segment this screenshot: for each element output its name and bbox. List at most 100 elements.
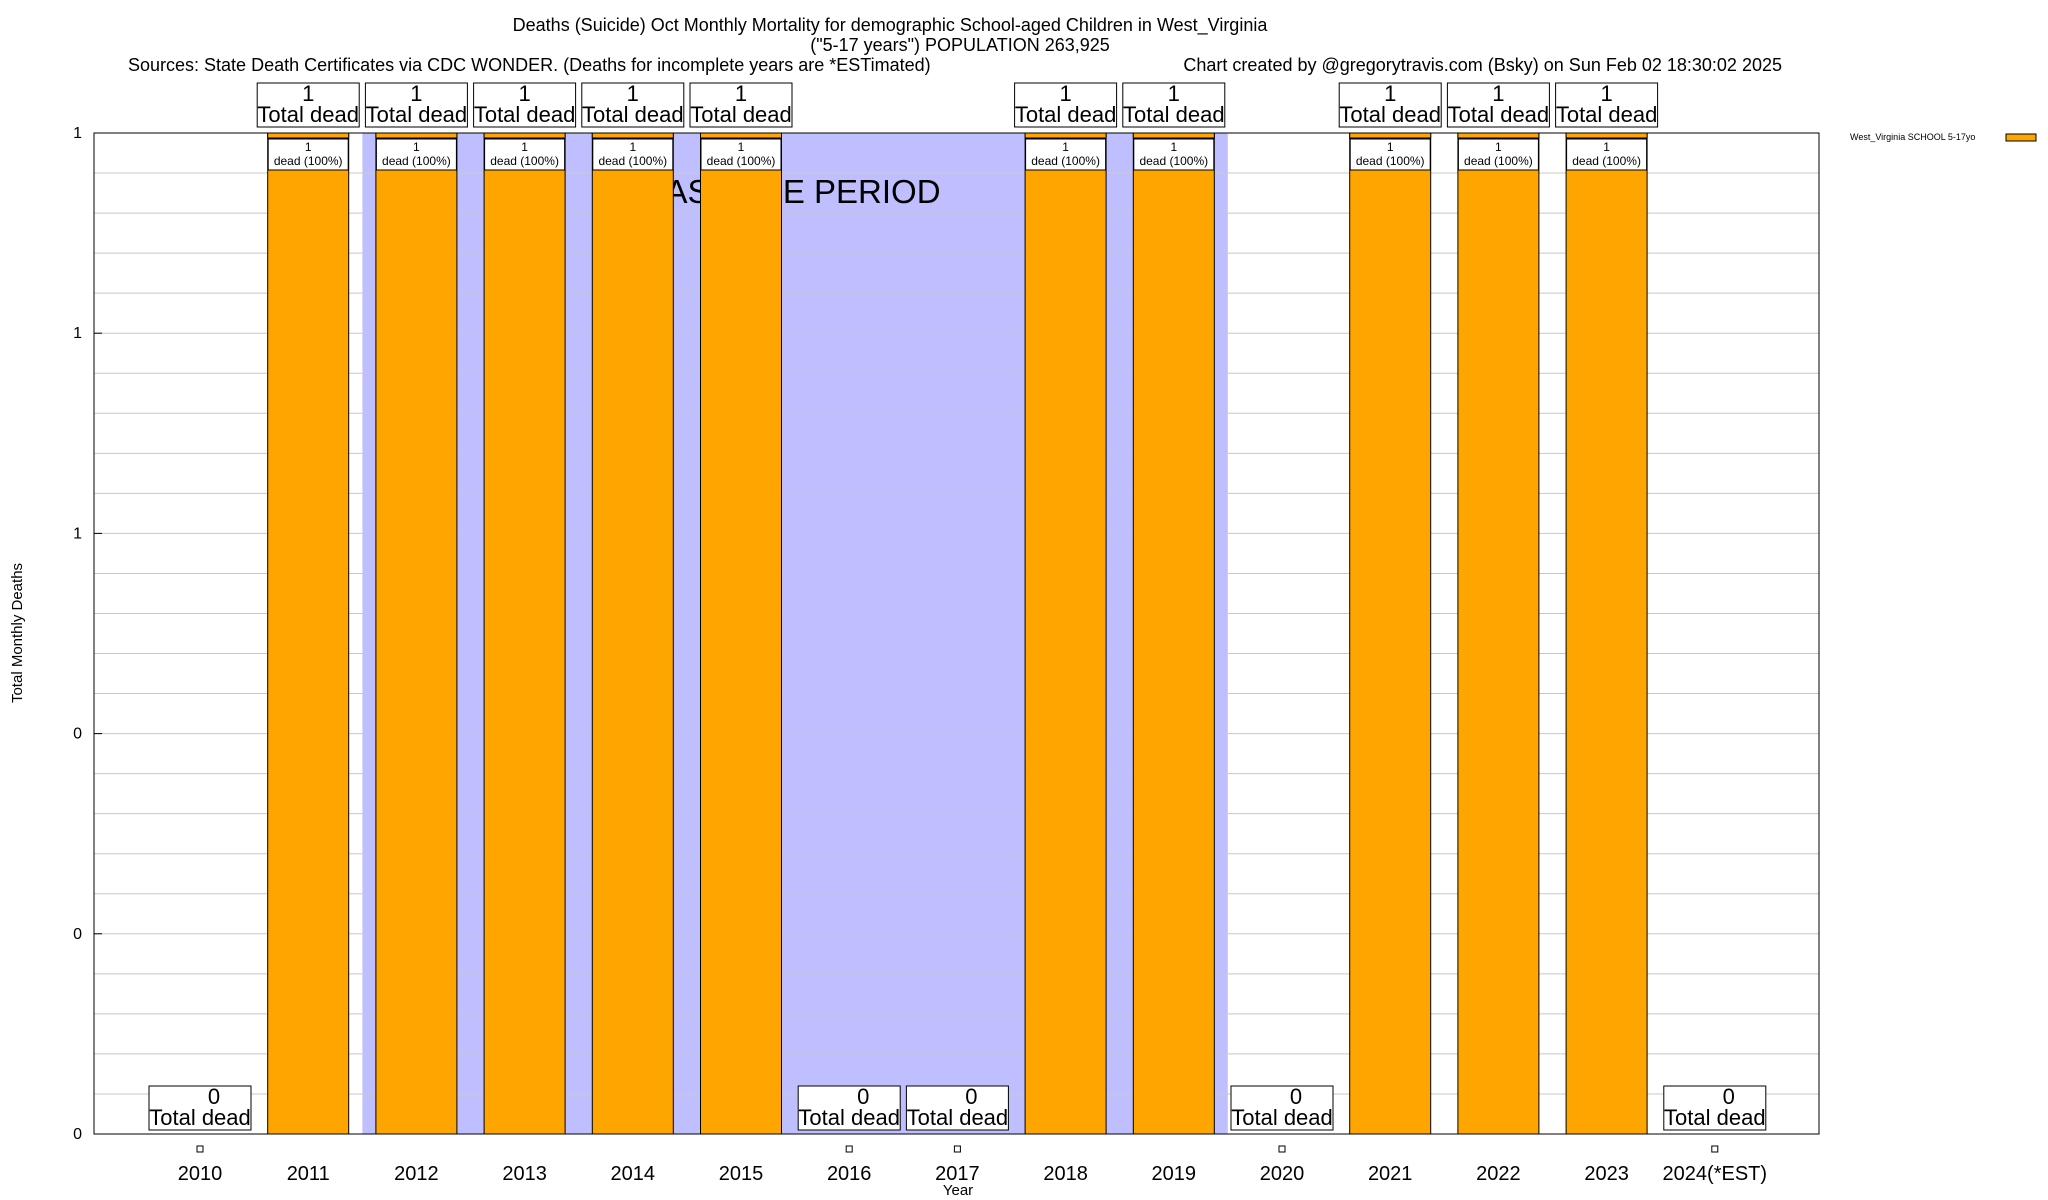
- total-label-box: [148, 1085, 252, 1131]
- segment-label-box: [1457, 138, 1539, 171]
- segment-label-text: dead (100%): [382, 154, 451, 168]
- bar-2018: [1024, 132, 1107, 1135]
- chart-title: Deaths (Suicide) Oct Monthly Mortality f…: [128, 15, 1782, 75]
- total-label-box: [364, 82, 468, 128]
- x-axis-title: Year: [943, 1182, 973, 1199]
- x-tick-label: 2015: [719, 1163, 764, 1185]
- total-label-text: Total dead: [1231, 1105, 1333, 1130]
- total-label-box: [797, 1085, 901, 1131]
- segment-label-box: [1349, 138, 1431, 171]
- total-label-value: 1: [1600, 81, 1612, 106]
- y-tick-label: 1: [73, 525, 82, 542]
- total-label-box: [1446, 82, 1550, 128]
- bar-cap: [1349, 132, 1432, 139]
- x-tick-label: 2018: [1043, 1163, 1088, 1185]
- total-label-box: [256, 82, 360, 128]
- bar-2014: [591, 132, 674, 1135]
- segment-label-box: [1133, 138, 1215, 171]
- total-label-value: 0: [208, 1084, 220, 1109]
- segment-label-text: dead (100%): [707, 154, 776, 168]
- segment-label-box: [1566, 138, 1648, 171]
- total-label-box: [1230, 1085, 1334, 1131]
- bar-cap: [1565, 132, 1648, 139]
- x-tick-label: 2012: [394, 1163, 439, 1185]
- x-tick-label: 2022: [1476, 1163, 1521, 1185]
- segment-label-text: dead (100%): [1356, 154, 1425, 168]
- total-label-value: 1: [1384, 81, 1396, 106]
- total-label-text: Total dead: [1664, 1105, 1766, 1130]
- bar-cap: [267, 132, 350, 139]
- x-tick-label: 2010: [178, 1163, 223, 1185]
- total-label-text: Total dead: [1123, 102, 1225, 127]
- bar-2015: [700, 132, 782, 1135]
- total-label-value: 1: [1492, 81, 1504, 106]
- zero-marker: [1278, 1145, 1286, 1153]
- total-label-text: Total dead: [474, 102, 576, 127]
- segment-label-box: [267, 138, 349, 171]
- x-tick-label: 2013: [502, 1163, 547, 1185]
- total-label-value: 1: [302, 81, 314, 106]
- zero-marker: [196, 1145, 204, 1153]
- y-axis-title: Total Monthly Deaths: [9, 563, 26, 703]
- segment-label-text: dead (100%): [274, 154, 343, 168]
- title-line-1: Deaths (Suicide) Oct Monthly Mortality f…: [513, 15, 1269, 36]
- segment-label-box: [375, 138, 457, 171]
- bar-cap: [375, 132, 458, 139]
- segment-label-text: dead (100%): [1572, 154, 1641, 168]
- x-tick-label: 2017: [935, 1163, 980, 1185]
- x-tick-label: 2024(*EST): [1663, 1163, 1768, 1185]
- segment-label-box: [700, 138, 782, 171]
- total-label-box: [1555, 82, 1659, 128]
- segment-label-value: 1: [1387, 140, 1394, 154]
- bar-2022: [1457, 132, 1540, 1135]
- bar-2013: [483, 132, 566, 1135]
- bar-2023: [1565, 132, 1648, 1135]
- bar-2012: [375, 132, 458, 1135]
- sources-text: Sources: State Death Certificates via CD…: [128, 55, 931, 75]
- total-label-value: 0: [1723, 1084, 1735, 1109]
- total-label-text: Total dead: [798, 1105, 900, 1130]
- bar-2011: [267, 132, 350, 1135]
- bar-cap: [1024, 132, 1107, 139]
- total-label-box: [1338, 82, 1442, 128]
- total-label-text: Total dead: [1556, 102, 1658, 127]
- total-label-text: Total dead: [907, 1105, 1009, 1130]
- total-label-box: [1663, 1085, 1767, 1131]
- total-label-text: Total dead: [1339, 102, 1441, 127]
- segment-label-value: 1: [1170, 140, 1177, 154]
- total-label-box: [1122, 82, 1226, 128]
- bar-cap: [700, 132, 782, 139]
- y-tick-label: 0: [73, 1126, 82, 1143]
- segment-label-box: [484, 138, 566, 171]
- x-tick-label: 2021: [1368, 1163, 1413, 1185]
- axes: 0 0 0 1 1 1 2010 2011 2012 2013 2014 2015 2016 2017 20…: [9, 125, 1820, 1199]
- legend-entry-label: West_Virginia SCHOOL 5-17yo: [1850, 132, 1975, 142]
- zero-marker: [1711, 1145, 1719, 1153]
- segment-label-value: 1: [521, 140, 528, 154]
- title-line-2: ("5-17 years") POPULATION 263,925: [810, 35, 1110, 55]
- bars: [196, 132, 1719, 1153]
- total-label-text: Total dead: [1448, 102, 1550, 127]
- total-label-box: [905, 1085, 1009, 1131]
- segment-label-value: 1: [413, 140, 420, 154]
- segment-label-text: dead (100%): [1031, 154, 1100, 168]
- bar-2021: [1349, 132, 1432, 1135]
- bar-cap: [591, 132, 674, 139]
- x-tick-label: 2020: [1260, 1163, 1305, 1185]
- y-tick-label: 0: [73, 926, 82, 943]
- segment-label-box: [592, 138, 674, 171]
- x-tick-label: 2011: [287, 1163, 330, 1185]
- total-label-box: [689, 82, 793, 128]
- total-label-box: [1014, 82, 1118, 128]
- y-tick-label: 1: [73, 125, 82, 142]
- total-label-value: 0: [965, 1084, 977, 1109]
- total-label-text: Total dead: [690, 102, 792, 127]
- bar-2019: [1132, 132, 1215, 1135]
- total-label-value: 1: [735, 81, 747, 106]
- total-label-text: Total dead: [257, 102, 359, 127]
- total-label-value: 1: [627, 81, 639, 106]
- segment-label-value: 1: [1495, 140, 1502, 154]
- segment-label-value: 1: [1062, 140, 1069, 154]
- segment-label-text: dead (100%): [598, 154, 667, 168]
